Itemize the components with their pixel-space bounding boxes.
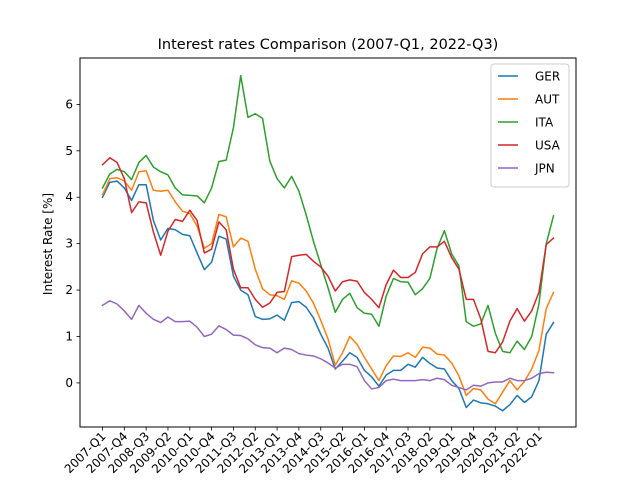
series-line-ger <box>101 180 555 412</box>
series-line-jpn <box>101 300 555 391</box>
legend-label-ger: GER <box>535 70 560 84</box>
legend-label-usa: USA <box>535 139 561 153</box>
y-tick-label: 3 <box>65 237 73 251</box>
legend-label-ita: ITA <box>535 116 554 130</box>
y-axis: 0 1 2 3 4 5 6 <box>65 97 80 390</box>
legend-box <box>490 63 570 188</box>
y-tick-label: 5 <box>65 144 73 158</box>
y-tick-label: 1 <box>65 329 73 343</box>
y-tick-label: 6 <box>65 97 73 111</box>
series-line-usa <box>101 157 555 354</box>
series-line-aut <box>101 170 555 405</box>
y-tick-label: 2 <box>65 283 73 297</box>
plot-frame <box>79 57 577 428</box>
y-tick-label: 4 <box>65 190 73 204</box>
y-axis-label: Interest Rate [%] <box>41 193 55 295</box>
chart-title: Interest rates Comparison (2007-Q1, 2022… <box>158 37 499 53</box>
y-tick-label: 0 <box>65 376 73 390</box>
legend: GER AUT ITA USA JPN <box>490 63 570 188</box>
legend-label-jpn: JPN <box>534 162 555 176</box>
legend-label-aut: AUT <box>535 93 560 107</box>
series-line-ita <box>101 74 555 354</box>
series-layer <box>101 74 555 412</box>
